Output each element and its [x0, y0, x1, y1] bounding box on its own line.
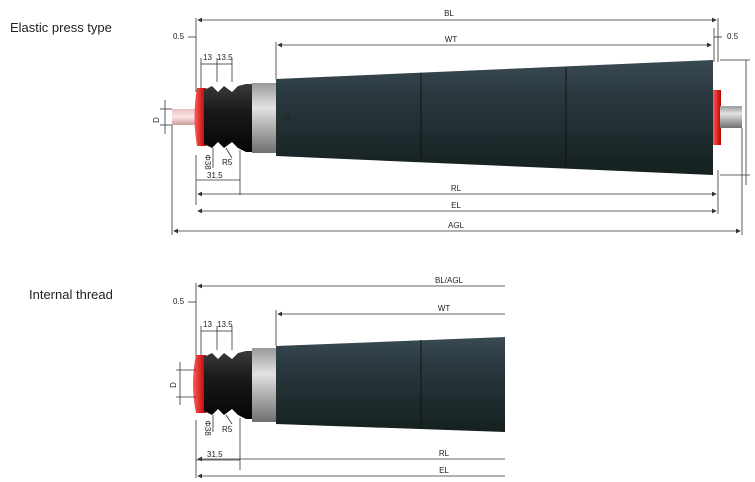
- left-shaft: [172, 109, 202, 125]
- rubber-housing: [204, 84, 252, 152]
- elastic-dimension-lines: [160, 17, 750, 235]
- rubber-housing-2: [204, 351, 252, 419]
- dim-shaft-dia: D: [152, 117, 161, 123]
- dim-offset-left-2: 0.5: [173, 297, 185, 306]
- dim-radius: R5: [222, 158, 233, 167]
- internal-dimension-lines: [176, 283, 505, 479]
- dim-groove-dia-2: Φ38: [203, 420, 212, 436]
- dim-rl-2: RL: [439, 449, 450, 458]
- dim-width-b: 13.5: [217, 53, 233, 62]
- left-red-cap: [194, 88, 206, 146]
- elastic-press-roller: [172, 60, 742, 175]
- tapered-tube: [276, 60, 713, 175]
- dim-width-b-2: 13.5: [217, 320, 233, 329]
- tapered-tube-2: [276, 337, 505, 432]
- dim-rl: RL: [451, 184, 462, 193]
- dim-bl-agl: BL/AGL: [435, 276, 464, 285]
- internal-thread-roller: [193, 337, 505, 432]
- dim-body-dia: D: [282, 114, 291, 120]
- dim-wt-2: WT: [438, 304, 451, 313]
- dim-agl: AGL: [448, 221, 465, 230]
- dim-wt: WT: [445, 35, 458, 44]
- dim-radius-2: R5: [222, 425, 233, 434]
- dim-shoulder-2: 31.5: [207, 450, 223, 459]
- dim-el: EL: [451, 201, 461, 210]
- dim-bl: BL: [444, 9, 454, 18]
- left-red-cap-2: [193, 355, 206, 413]
- right-shaft: [720, 106, 742, 128]
- dim-shaft-dia-2: D: [169, 382, 178, 388]
- metal-bearing: [252, 83, 276, 153]
- section-title-internal-thread: Internal thread: [29, 287, 113, 302]
- dim-shoulder: 31.5: [207, 171, 223, 180]
- elastic-dimension-labels: BL 0.5 0.5 WT 13 13.5 D D Φ38 R5 31.5 RL…: [152, 9, 739, 230]
- dim-body-dia-2: D: [282, 381, 291, 387]
- dim-offset-left: 0.5: [173, 32, 185, 41]
- right-red-cap: [713, 90, 721, 145]
- section-title-elastic: Elastic press type: [10, 20, 112, 35]
- dim-el-2: EL: [439, 466, 449, 475]
- dim-groove-dia: Φ38: [203, 154, 212, 170]
- dim-width-a: 13: [203, 53, 212, 62]
- dim-width-a-2: 13: [203, 320, 212, 329]
- internal-dimension-labels: BL/AGL 0.5 WT 13 13.5 D D Φ38 R5 31.5 RL…: [169, 276, 464, 475]
- metal-bearing-2: [252, 348, 276, 422]
- dim-offset-right: 0.5: [727, 32, 739, 41]
